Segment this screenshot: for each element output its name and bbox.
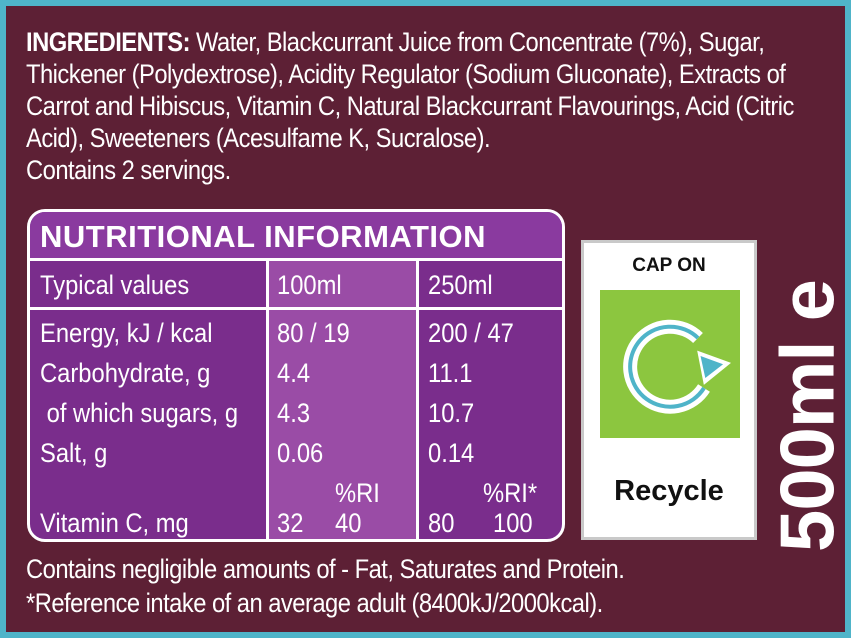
row-carbohydrate-250: 11.1 [428,358,473,388]
row-sugars-250: 10.7 [428,398,475,428]
column-divider [416,261,419,539]
product-label: INGREDIENTS: Water, Blackcurrant Juice f… [6,6,851,632]
row-vitamin-c-250: 80 [428,508,455,538]
header-100ml: 100ml [277,270,342,300]
footer-reference-intake: *Reference intake of an average adult (8… [26,588,603,618]
row-vitamin-c-ri-250: 100 [493,508,533,538]
recycle-square [600,290,740,438]
recycle-arrow-icon [623,319,732,414]
ingredients-heading: INGREDIENTS: [26,27,190,57]
row-salt-name: Salt, g [40,438,108,468]
header-divider [30,307,562,310]
row-salt-250: 0.14 [428,438,475,468]
row-energy-250: 200 / 47 [428,318,514,348]
header-typical-values: Typical values [40,270,190,300]
row-energy-100: 80 / 19 [277,318,350,348]
volume-text: 500ml e [765,280,851,552]
volume-mark: 500ml e [766,280,851,552]
footer-notes: Contains negligible amounts of - Fat, Sa… [26,552,836,620]
ingredients-list: Water, Blackcurrant Juice from Concentra… [26,27,794,153]
ri-header-100: %RI [335,478,380,508]
row-sugars-name: of which sugars, g [40,398,239,428]
nutrition-title: NUTRITIONAL INFORMATION [30,212,562,261]
nutrition-table: NUTRITIONAL INFORMATION Typical values 1… [27,209,565,542]
row-salt-100: 0.06 [277,438,324,468]
servings-text: Contains 2 servings. [26,155,231,185]
ri-header-250: %RI* [483,478,538,508]
row-vitamin-c-ri-100: 40 [335,508,362,538]
recycle-label: Recycle [614,475,724,507]
footer-negligible: Contains negligible amounts of - Fat, Sa… [26,554,625,584]
column-divider [266,261,269,539]
header-250ml: 250ml [428,270,493,300]
row-energy-name: Energy, kJ / kcal [40,318,213,348]
row-carbohydrate-100: 4.4 [277,358,311,388]
ingredients-text: INGREDIENTS: Water, Blackcurrant Juice f… [26,26,836,186]
row-vitamin-c-100: 32 [277,508,304,538]
cap-on-text: CAP ON [632,255,706,276]
row-sugars-100: 4.3 [277,398,311,428]
row-vitamin-c-name: Vitamin C, mg [40,508,189,538]
recycle-badge: CAP ON Recycle [581,240,757,540]
row-carbohydrate-name: Carbohydrate, g [40,358,211,388]
